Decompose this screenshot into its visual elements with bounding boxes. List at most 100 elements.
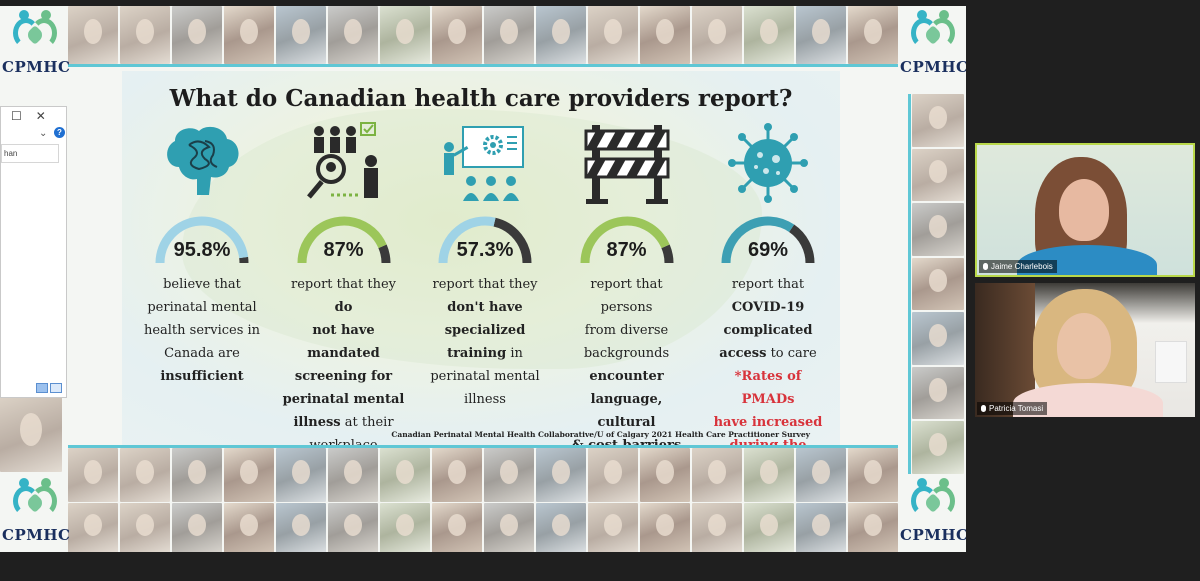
logo-text: CPMHC: [2, 58, 71, 76]
stat-line: perinatal mental: [282, 392, 405, 407]
collage-photo: [224, 448, 274, 502]
logo-text: CPMHC: [900, 526, 966, 544]
collage-photo: [848, 6, 898, 64]
collage-photo: [640, 6, 690, 64]
gauge-track: [377, 244, 390, 264]
collage-photo: [796, 6, 846, 64]
collage-photo: [224, 503, 274, 552]
gauge-arc: [580, 216, 673, 264]
shared-screen-slide: CPMHC CPMHC CPMHC CPMHC What do Canadian…: [0, 6, 966, 552]
stat-description: report that persons from diverse backgroun…: [565, 273, 689, 445]
photo-collage-right: [912, 94, 964, 475]
collage-photo: [536, 503, 586, 552]
gauge: 87%: [575, 213, 679, 267]
infographic: What do Canadian health care providers r…: [122, 71, 840, 445]
help-icon[interactable]: ?: [54, 127, 65, 138]
collage-photo: [588, 6, 638, 64]
cpmhc-logo-icon: [13, 10, 57, 56]
stat-line: don't have: [447, 300, 523, 315]
gauge: 69%: [716, 213, 820, 267]
collage-photo: [692, 448, 742, 502]
collage-photo: [588, 448, 638, 502]
stat-line: access to care: [719, 346, 817, 361]
stat-line: report that they do: [291, 277, 396, 315]
filename-field[interactable]: han: [1, 144, 59, 163]
collage-photo: [536, 448, 586, 502]
gauge-track: [493, 217, 532, 264]
gauge-arc: [438, 216, 532, 264]
infographic-title: What do Canadian health care providers r…: [169, 85, 793, 112]
virus-icon: [728, 123, 808, 203]
participant-face: [1059, 179, 1109, 241]
collage-photo: [912, 203, 964, 256]
collage-photo: [848, 448, 898, 502]
large-icons-view-icon[interactable]: [50, 383, 62, 393]
collage-photo: [328, 6, 378, 64]
logo-bottom-left: CPMHC: [2, 478, 71, 544]
microphone-icon: [983, 263, 988, 270]
collage-photo: [796, 448, 846, 502]
stat-line: perinatal mental: [147, 300, 257, 315]
stat-line: believe that: [163, 277, 241, 292]
stat-columns: 95.8% believe that perinatal mental health…: [140, 117, 830, 445]
collage-photo: [640, 448, 690, 502]
participant-video-tile[interactable]: Jaime Charlebois: [975, 143, 1195, 277]
collage-photo: [848, 503, 898, 552]
details-view-icon[interactable]: [36, 383, 48, 393]
logo-text: CPMHC: [900, 58, 966, 76]
collage-photo: [912, 366, 964, 420]
collage-photo: [588, 503, 638, 552]
collage-photo: [328, 448, 378, 502]
gauge-arc: [721, 216, 815, 264]
microphone-icon: [981, 405, 986, 412]
stat-description: report that they don't have specialized tra…: [423, 273, 547, 411]
gauge-fill: [580, 216, 670, 264]
collage-photo: [68, 448, 118, 502]
collage-photo: [912, 257, 964, 311]
stat-line: report that: [731, 277, 805, 292]
gauge: 57.3%: [433, 213, 537, 267]
collage-photo: [640, 503, 690, 552]
collage-photo: [484, 503, 534, 552]
logo-bottom-right: CPMHC: [900, 478, 966, 544]
collage-photo: [0, 396, 62, 472]
cpmhc-logo-icon: [911, 478, 955, 524]
source-citation: Canadian Perinatal Mental Health Collabo…: [391, 430, 810, 439]
stat-percent: 95.8%: [173, 239, 231, 261]
stat-column: 87% report that persons from diverse backg…: [565, 117, 689, 445]
close-icon[interactable]: ✕: [35, 109, 60, 123]
participant-video-tile[interactable]: Patricia Tomasi: [975, 283, 1195, 417]
stat-percent: 69%: [747, 239, 789, 261]
stat-line: specialized: [444, 323, 526, 338]
stat-line: encounter: [589, 369, 664, 384]
collage-photo: [276, 448, 326, 502]
stat-percent: 57.3%: [456, 239, 514, 261]
maximize-icon[interactable]: ☐: [11, 109, 36, 123]
collage-photo: [432, 503, 482, 552]
collage-photo: [912, 421, 964, 475]
stat-description: report that they do not have mandated scre…: [282, 273, 406, 445]
collage-photo: [380, 503, 430, 552]
window-controls[interactable]: ☐✕: [11, 109, 60, 123]
stat-line: & cost barriers to: [565, 434, 689, 445]
collage-photo: [912, 148, 964, 202]
participant-face: [1057, 313, 1111, 379]
gauge: 95.8%: [150, 213, 254, 267]
logo-text: CPMHC: [2, 526, 71, 544]
stat-line: during the: [706, 434, 830, 445]
stat-line: complicated: [723, 323, 813, 338]
collage-photo: [484, 6, 534, 64]
collage-photo: [912, 94, 964, 147]
chevron-down-icon[interactable]: ⌄: [39, 128, 48, 139]
collage-photo: [380, 448, 430, 502]
gauge-fill: [155, 216, 249, 264]
participant-name-tag: Jaime Charlebois: [979, 260, 1057, 273]
collage-photo: [120, 6, 170, 64]
gauge-fill: [721, 216, 795, 264]
cpmhc-logo-icon: [911, 10, 955, 56]
background-logo-poster: [1155, 341, 1187, 383]
stat-line: insufficient: [160, 369, 244, 384]
file-dialog-window[interactable]: ☐✕ ⌄ ? han: [0, 106, 67, 398]
divider-bottom: [68, 445, 898, 448]
collage-photo: [796, 503, 846, 552]
